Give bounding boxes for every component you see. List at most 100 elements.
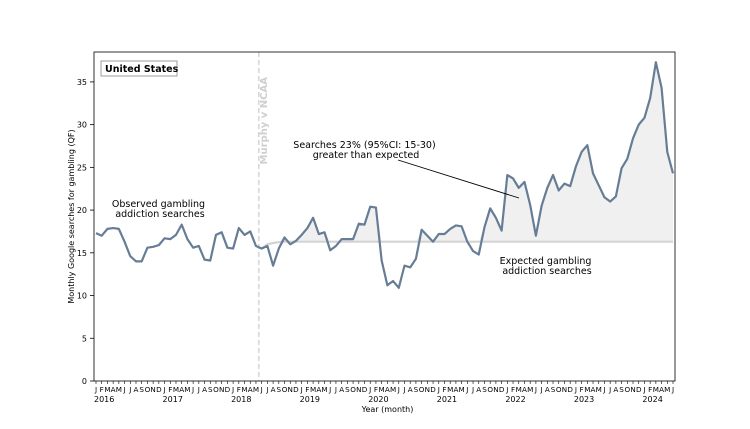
x-month-label: M bbox=[390, 385, 396, 394]
x-month-label: A bbox=[476, 385, 481, 394]
x-month-label: M bbox=[104, 385, 110, 394]
x-month-label: O bbox=[350, 385, 356, 394]
x-month-label: S bbox=[551, 385, 556, 394]
y-tick-label: 35 bbox=[77, 78, 87, 87]
x-month-label: M bbox=[116, 385, 122, 394]
x-year-label: 2023 bbox=[574, 395, 594, 404]
x-month-label: M bbox=[447, 385, 453, 394]
x-month-label: A bbox=[179, 385, 184, 394]
x-month-label: S bbox=[208, 385, 213, 394]
x-month-label: D bbox=[156, 385, 162, 394]
event-label: Murphy v NCAA bbox=[259, 77, 270, 165]
x-month-label: D bbox=[293, 385, 299, 394]
x-year-label: 2019 bbox=[300, 395, 320, 404]
x-month-label: J bbox=[671, 385, 674, 394]
x-month-label: J bbox=[128, 385, 131, 394]
x-month-label: F bbox=[168, 385, 172, 394]
x-month-label: M bbox=[310, 385, 316, 394]
excess-annotation-pointer bbox=[397, 159, 520, 199]
x-month-label: M bbox=[241, 385, 247, 394]
x-month-label: O bbox=[487, 385, 493, 394]
x-month-label: J bbox=[465, 385, 468, 394]
x-month-label: N bbox=[219, 385, 224, 394]
x-month-label: O bbox=[624, 385, 630, 394]
x-month-label: D bbox=[499, 385, 505, 394]
expected-annotation-line-2: addiction searches bbox=[502, 266, 591, 277]
x-month-label: A bbox=[316, 385, 321, 394]
country-label: United States bbox=[105, 64, 179, 75]
x-month-label: S bbox=[277, 385, 282, 394]
excess-annotation: Searches 23% (95%CI: 15-30) greater than… bbox=[293, 140, 438, 161]
x-month-label: A bbox=[408, 385, 413, 394]
x-month-label: J bbox=[534, 385, 537, 394]
x-month-label: A bbox=[385, 385, 390, 394]
x-month-label: A bbox=[271, 385, 276, 394]
x-month-label: S bbox=[619, 385, 624, 394]
x-month-label: A bbox=[111, 385, 116, 394]
x-month-label: J bbox=[402, 385, 405, 394]
x-month-label: J bbox=[602, 385, 605, 394]
country-label-box bbox=[100, 60, 178, 77]
x-year-label: 2021 bbox=[437, 395, 457, 404]
x-month-label: A bbox=[248, 385, 253, 394]
x-month-label: J bbox=[608, 385, 611, 394]
x-year-label: 2024 bbox=[642, 395, 662, 404]
x-month-label: M bbox=[321, 385, 327, 394]
x-axis-title: Year (month) bbox=[361, 405, 414, 414]
plot-area bbox=[93, 51, 676, 382]
x-month-label: A bbox=[613, 385, 618, 394]
y-axis-title: Monthly Google searches for gambling (QF… bbox=[67, 129, 76, 303]
x-month-label: O bbox=[556, 385, 562, 394]
x-month-label: M bbox=[653, 385, 659, 394]
x-month-label: A bbox=[339, 385, 344, 394]
x-month-label: J bbox=[260, 385, 263, 394]
x-month-label: A bbox=[522, 385, 527, 394]
x-month-label: F bbox=[374, 385, 378, 394]
x-month-label: N bbox=[425, 385, 430, 394]
expected-annotation: Expected gambling addiction searches bbox=[500, 256, 595, 277]
x-month-label: O bbox=[145, 385, 151, 394]
x-month-label: A bbox=[545, 385, 550, 394]
x-month-label: J bbox=[437, 385, 440, 394]
x-month-label: A bbox=[591, 385, 596, 394]
x-month-label: J bbox=[471, 385, 474, 394]
x-month-label: N bbox=[150, 385, 155, 394]
x-year-label: 2017 bbox=[163, 395, 183, 404]
x-month-label: D bbox=[225, 385, 231, 394]
x-month-label: J bbox=[300, 385, 303, 394]
x-month-label: S bbox=[482, 385, 487, 394]
x-month-label: M bbox=[173, 385, 179, 394]
excess-annotation-line-1: Searches 23% (95%CI: 15-30) bbox=[293, 140, 435, 151]
observed-annotation-line-1: Observed gambling bbox=[112, 199, 205, 210]
x-month-label: F bbox=[305, 385, 309, 394]
x-year-label: 2020 bbox=[368, 395, 388, 404]
y-tick-label: 15 bbox=[77, 249, 87, 258]
x-month-label: M bbox=[516, 385, 522, 394]
x-month-label: M bbox=[527, 385, 533, 394]
y-tick-label: 25 bbox=[77, 163, 87, 172]
x-month-label: F bbox=[100, 385, 104, 394]
x-month-label: J bbox=[334, 385, 337, 394]
x-month-label: J bbox=[505, 385, 508, 394]
y-tick-label: 5 bbox=[82, 334, 87, 343]
x-month-label: J bbox=[397, 385, 400, 394]
x-year-label: 2022 bbox=[505, 395, 525, 404]
excess-shade-polygon bbox=[261, 62, 673, 249]
x-month-label: O bbox=[419, 385, 425, 394]
x-month-label: F bbox=[580, 385, 584, 394]
x-month-label: F bbox=[511, 385, 515, 394]
x-month-label: D bbox=[636, 385, 642, 394]
x-month-label: D bbox=[430, 385, 436, 394]
x-month-label: O bbox=[213, 385, 219, 394]
x-month-label: A bbox=[134, 385, 139, 394]
x-month-label: J bbox=[162, 385, 165, 394]
x-month-label: M bbox=[596, 385, 602, 394]
x-year-label: 2016 bbox=[94, 395, 114, 404]
observed-annotation-line-2: addiction searches bbox=[115, 209, 204, 220]
observed-annotation: Observed gambling addiction searches bbox=[112, 199, 208, 220]
x-month-label: M bbox=[459, 385, 465, 394]
x-month-label: J bbox=[328, 385, 331, 394]
x-month-label: J bbox=[191, 385, 194, 394]
